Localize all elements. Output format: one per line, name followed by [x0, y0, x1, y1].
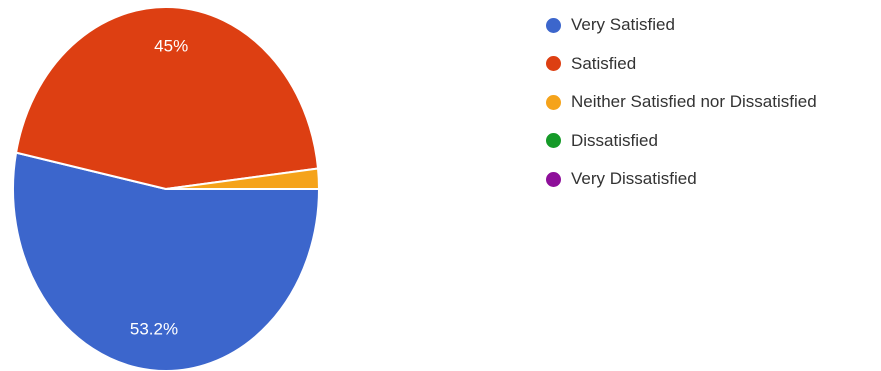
- legend-item-1: Satisfied: [546, 45, 817, 84]
- legend-label: Very Dissatisfied: [571, 169, 697, 189]
- legend-swatch-icon: [546, 17, 561, 33]
- pie-slice-label-0: 53.2%: [130, 320, 178, 339]
- legend-item-4: Very Dissatisfied: [546, 160, 817, 199]
- legend-label: Dissatisfied: [571, 130, 658, 150]
- pie-slice-label-1: 45%: [154, 37, 188, 56]
- pie-slice-labels: 53.2% 45%: [130, 37, 188, 339]
- pie-slices: [12, 6, 320, 371]
- pie-slice-0: [12, 151, 320, 371]
- legend-item-0: Very Satisfied: [546, 6, 817, 45]
- pie-slice-1: [15, 6, 320, 190]
- legend-item-2: Neither Satisfied nor Dissatisfied: [546, 83, 817, 122]
- legend-label: Satisfied: [571, 53, 637, 73]
- legend-label: Very Satisfied: [571, 15, 675, 35]
- legend-item-3: Dissatisfied: [546, 122, 817, 161]
- chart-legend: Very Satisfied Satisfied Neither Satisfied…: [546, 6, 817, 199]
- legend-swatch-icon: [546, 171, 561, 187]
- legend-swatch-icon: [546, 94, 561, 110]
- pie-slice-2: [165, 167, 320, 190]
- legend-label: Neither Satisfied nor Dissatisfied: [571, 92, 817, 112]
- legend-swatch-icon: [546, 133, 561, 149]
- legend-swatch-icon: [546, 56, 561, 72]
